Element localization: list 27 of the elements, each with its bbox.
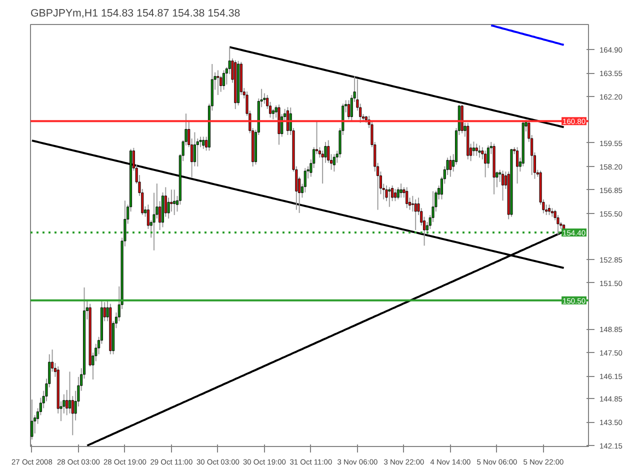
line-series [490,24,565,46]
candlestick [475,143,478,156]
candlestick [449,155,452,178]
candlestick [222,70,226,90]
candlestick [516,146,519,184]
candlestick [411,195,414,212]
line-series [228,46,565,128]
candlestick [173,189,176,216]
candlestick [30,399,34,440]
candlestick [347,100,350,120]
candlestick [263,92,266,104]
candlestick [396,186,400,200]
candlestick [406,186,408,209]
candlestick [321,150,324,184]
candlestick [548,204,551,216]
candlestick [202,136,205,150]
chart-title: GBPJPYm,H1 154.83 154.87 154.38 154.38 [30,8,240,20]
candlestick [332,154,336,172]
candlestick [388,186,391,208]
candlestick [400,183,402,198]
candlestick [394,188,396,202]
candlestick [68,371,71,414]
candlestick [216,70,220,96]
candlestick [414,198,417,231]
candlestick [478,144,481,158]
candlestick [502,170,504,202]
candlestick [170,189,173,212]
